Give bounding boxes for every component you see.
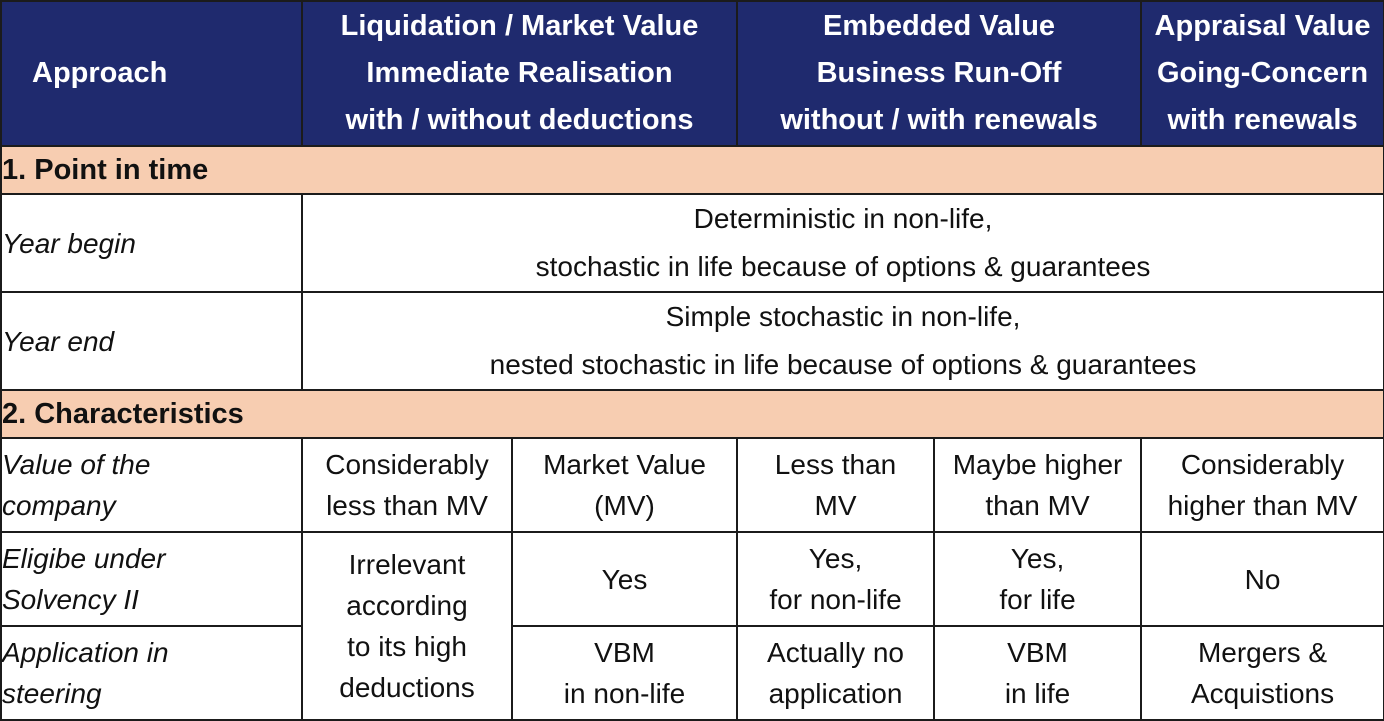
cell-line: Considerably <box>325 449 489 480</box>
cell-line: (MV) <box>594 490 655 521</box>
label-line: company <box>2 490 116 521</box>
cell-line: according <box>346 590 468 621</box>
appraisal-header-line: with renewals <box>1167 104 1358 136</box>
cell-line: Acquistions <box>1190 678 1335 709</box>
table-cell: VBM in non-life <box>510 625 739 721</box>
cell-line: application <box>768 678 903 709</box>
appraisal-value-header: Appraisal Value Going-Concern with renew… <box>1140 0 1384 147</box>
table-cell: Yes, for life <box>933 531 1143 627</box>
table-cell: Considerably higher than MV <box>1140 437 1384 533</box>
cell-line: deductions <box>339 672 475 703</box>
cell-line: VBM <box>594 637 655 668</box>
cell-line: Maybe higher <box>952 449 1123 480</box>
row-label: Value of the company <box>0 437 303 533</box>
table-row-eligible-solvency: Eligibe under Solvency II Irrelevant acc… <box>0 531 1384 721</box>
table-cell: Yes <box>510 531 739 627</box>
section-title: 1. Point in time <box>0 145 1384 195</box>
liquidation-header: Liquidation / Market Value Immediate Rea… <box>300 0 739 147</box>
approach-header-text: Approach <box>32 57 168 89</box>
table-row-year-begin: Year begin Deterministic in non-life, st… <box>0 193 1384 293</box>
cell-line: Deterministic in non-life, <box>693 203 993 234</box>
table-row-application-steering: Application in steering VBM in non-life … <box>0 625 1384 721</box>
table-cell: Deterministic in non-life, stochastic in… <box>300 193 1384 293</box>
cell-line: Simple stochastic in non-life, <box>665 301 1021 332</box>
label-line: steering <box>2 678 102 709</box>
table-cell: VBM in life <box>933 625 1143 721</box>
table-row-year-end: Year end Simple stochastic in non-life, … <box>0 291 1384 391</box>
table-cell: Yes, for non-life <box>736 531 936 627</box>
table-row-value-of-company: Value of the company Considerably less t… <box>0 437 1384 533</box>
table-cell: Actually no application <box>736 625 936 721</box>
appraisal-header-line: Appraisal Value <box>1154 10 1371 42</box>
header-row: Approach Liquidation / Market Value Imme… <box>0 0 1384 147</box>
cell-line: in non-life <box>563 678 686 709</box>
row-label: Year begin <box>0 193 303 293</box>
row-label: Application in steering <box>0 625 303 721</box>
cell-line: for life <box>999 584 1076 615</box>
embedded-value-header: Embedded Value Business Run-Off without … <box>736 0 1143 147</box>
cell-line: Mergers & <box>1197 637 1328 668</box>
cell-line: nested stochastic in life because of opt… <box>489 349 1197 380</box>
liquidation-header-line: Immediate Realisation <box>366 57 673 89</box>
cell-line: higher than MV <box>1167 490 1358 521</box>
cell-line: Actually no <box>767 637 904 668</box>
cell-line: Yes <box>601 563 648 595</box>
cell-line: less than MV <box>326 490 488 521</box>
row-label: Eligibe under Solvency II <box>0 531 303 627</box>
label-line: Eligibe under <box>2 543 166 574</box>
approach-header: Approach <box>0 0 303 147</box>
cell-line: Yes, <box>1010 543 1065 574</box>
section-row-point-in-time: 1. Point in time <box>0 145 1384 195</box>
row-label: Year end <box>0 291 303 391</box>
table-cell: Considerably less than MV <box>301 437 513 533</box>
table-cell-irrelevant: Irrelevant according to its high deducti… <box>301 531 513 721</box>
embedded-header-line: Embedded Value <box>822 10 1056 42</box>
cell-line: Less than <box>774 449 897 480</box>
label-line: Application in <box>2 637 169 668</box>
table-cell: Maybe higher than MV <box>933 437 1143 533</box>
cell-line: for non-life <box>769 584 902 615</box>
cell-line: Yes, <box>808 543 863 574</box>
liquidation-header-line: Liquidation / Market Value <box>340 10 699 42</box>
cell-line: Market Value <box>543 449 706 480</box>
cell-line: than MV <box>985 490 1090 521</box>
table-cell: Less than MV <box>736 437 936 533</box>
cell-line: Considerably <box>1180 449 1345 480</box>
embedded-header-line: without / with renewals <box>780 104 1098 136</box>
liquidation-header-line: with / without deductions <box>345 104 694 136</box>
section-row-characteristics: 2. Characteristics <box>0 389 1384 439</box>
cell-line: Irrelevant <box>348 549 466 580</box>
cell-line: VBM <box>1007 637 1068 668</box>
cell-line: stochastic in life because of options & … <box>535 251 1151 282</box>
embedded-header-line: Business Run-Off <box>816 57 1062 89</box>
appraisal-header-line: Going-Concern <box>1157 57 1369 89</box>
cell-line: in life <box>1004 678 1071 709</box>
cell-line: to its high <box>347 631 467 662</box>
table-cell: No <box>1140 531 1384 627</box>
table-cell: Mergers & Acquistions <box>1140 625 1384 721</box>
table-cell: Simple stochastic in non-life, nested st… <box>300 291 1384 391</box>
label-line: Solvency II <box>2 584 139 615</box>
cell-line: MV <box>814 490 857 521</box>
label-line: Value of the <box>2 449 151 480</box>
table-cell: Market Value (MV) <box>510 437 739 533</box>
cell-line: No <box>1244 563 1281 595</box>
section-title: 2. Characteristics <box>0 389 1384 439</box>
